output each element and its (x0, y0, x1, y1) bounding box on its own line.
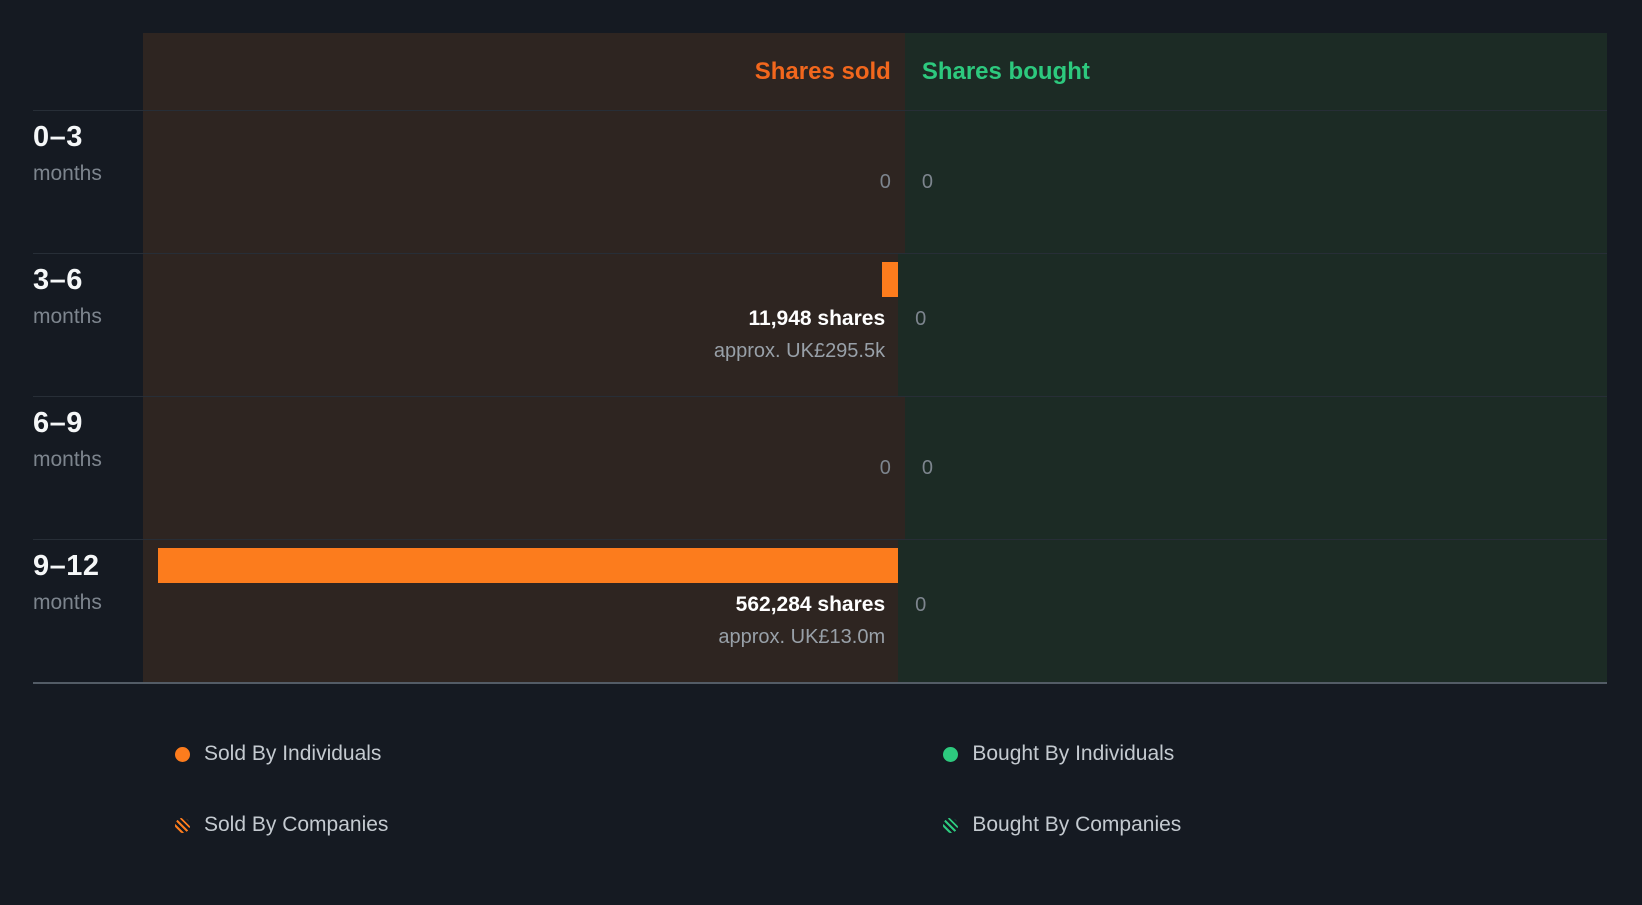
sold-bar-3-6[interactable] (882, 262, 899, 297)
chart-legend: Sold By Individuals Sold By Companies Bo… (33, 742, 1607, 837)
chart-header-row: Shares sold Shares bought (33, 33, 1607, 110)
bought-cell-0-3: 0 (904, 111, 1607, 253)
sold-zero-value: 0 (879, 457, 891, 479)
period-row-0-3: 0–3 months 0 0 (33, 110, 1607, 253)
period-unit: months (33, 162, 102, 185)
bought-zero-value: 0 (915, 594, 927, 616)
sold-companies-hatched-swatch-icon (175, 817, 190, 833)
period-label-6-9: 6–9 months (33, 397, 143, 539)
period-unit: months (33, 448, 102, 471)
legend-label: Bought By Individuals (972, 742, 1175, 765)
legend-item-bought-companies: Bought By Companies (943, 813, 1607, 837)
legend-label: Sold By Individuals (204, 742, 382, 765)
shares-sold-header-label: Shares sold (754, 57, 891, 85)
bought-zero-value: 0 (921, 171, 933, 193)
legend-item-sold-individuals: Sold By Individuals (175, 742, 899, 766)
sold-individuals-swatch-icon (175, 746, 190, 762)
sold-cell-6-9: 0 (143, 397, 905, 539)
period-range: 6–9 (33, 407, 83, 439)
sold-bar-9-12[interactable] (158, 548, 899, 583)
legend-item-bought-individuals: Bought By Individuals (943, 742, 1607, 766)
period-row-6-9: 6–9 months 0 0 (33, 396, 1607, 539)
sold-zero-value: 0 (879, 171, 891, 193)
bought-individuals-swatch-icon (943, 746, 959, 762)
sold-cell-0-3: 0 (143, 111, 905, 253)
legend-spacer (33, 742, 143, 837)
sold-shares-value: 562,284 shares (735, 593, 886, 616)
bought-zero-value: 0 (915, 308, 927, 330)
legend-bought-column: Bought By Individuals Bought By Companie… (899, 742, 1607, 837)
shares-bought-header: Shares bought (904, 33, 1607, 110)
period-range: 3–6 (33, 264, 83, 296)
period-row-9-12: 9–12 months 562,284 shares approx. UK£13… (33, 539, 1607, 682)
bought-zero-value: 0 (921, 457, 933, 479)
period-range: 9–12 (33, 550, 100, 582)
period-row-3-6: 3–6 months 11,948 shares approx. UK£295.… (33, 253, 1607, 396)
sold-approx-value: approx. UK£13.0m (718, 626, 886, 648)
insider-trading-chart: Shares sold Shares bought 0–3 months 0 0… (33, 33, 1607, 684)
period-unit: months (33, 305, 102, 328)
period-label-9-12: 9–12 months (33, 540, 143, 682)
period-label-3-6: 3–6 months (33, 254, 143, 396)
period-unit: months (33, 591, 102, 614)
period-range: 0–3 (33, 121, 83, 153)
bought-cell-9-12: 0 (898, 540, 1607, 682)
legend-label: Bought By Companies (972, 813, 1182, 836)
sold-cell-3-6: 11,948 shares approx. UK£295.5k (143, 254, 899, 396)
legend-sold-column: Sold By Individuals Sold By Companies (143, 742, 899, 837)
period-label-0-3: 0–3 months (33, 111, 143, 253)
shares-sold-header: Shares sold (143, 33, 905, 110)
bought-cell-6-9: 0 (904, 397, 1607, 539)
sold-cell-9-12: 562,284 shares approx. UK£13.0m (143, 540, 899, 682)
header-label-spacer (33, 33, 143, 110)
bought-cell-3-6: 0 (898, 254, 1607, 396)
legend-label: Sold By Companies (204, 813, 389, 836)
shares-bought-header-label: Shares bought (921, 57, 1090, 85)
bought-companies-hatched-swatch-icon (943, 817, 959, 833)
legend-item-sold-companies: Sold By Companies (175, 813, 899, 837)
sold-shares-value: 11,948 shares (748, 307, 886, 330)
sold-approx-value: approx. UK£295.5k (713, 340, 886, 362)
